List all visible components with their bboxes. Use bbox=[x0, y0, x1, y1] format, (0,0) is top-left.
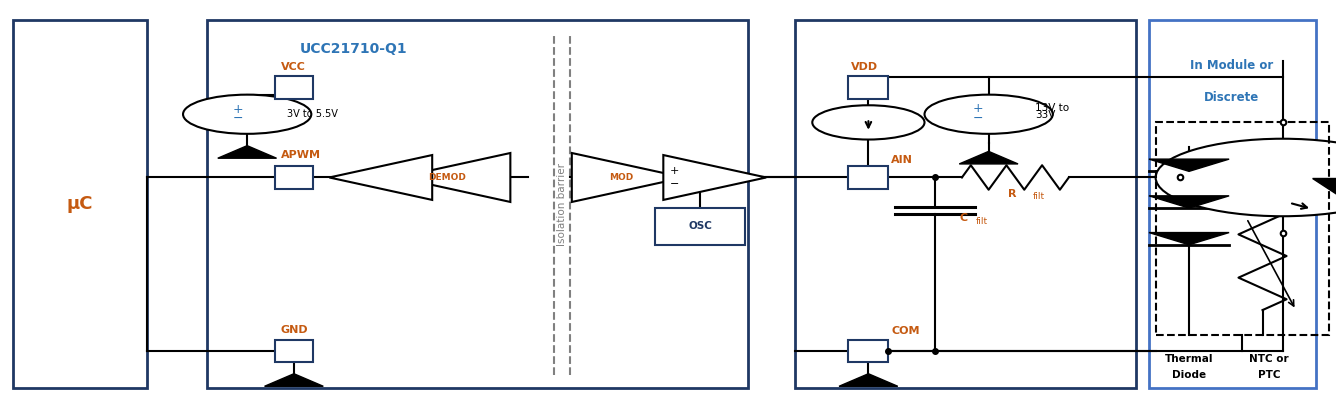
Bar bbox=[13, 20, 147, 388]
Polygon shape bbox=[329, 155, 432, 200]
Text: 3V to 5.5V: 3V to 5.5V bbox=[287, 109, 338, 119]
Text: VDD: VDD bbox=[851, 62, 878, 72]
Text: μC: μC bbox=[67, 195, 94, 213]
Polygon shape bbox=[572, 153, 684, 202]
Circle shape bbox=[183, 95, 311, 134]
Text: filt: filt bbox=[1033, 192, 1045, 201]
Polygon shape bbox=[959, 151, 1018, 164]
Bar bbox=[795, 20, 1136, 388]
Text: Diode: Diode bbox=[1172, 370, 1206, 380]
Text: Isolation barrier: Isolation barrier bbox=[557, 162, 568, 246]
Polygon shape bbox=[265, 374, 323, 386]
Bar bbox=[848, 166, 888, 188]
Text: COM: COM bbox=[891, 326, 919, 336]
Text: −: − bbox=[232, 112, 243, 125]
Bar bbox=[207, 20, 748, 388]
Polygon shape bbox=[663, 155, 767, 200]
Bar bbox=[275, 166, 313, 188]
Text: Discrete: Discrete bbox=[1204, 91, 1260, 104]
Text: DEMOD: DEMOD bbox=[429, 173, 466, 182]
Bar bbox=[848, 77, 888, 99]
Text: R: R bbox=[1009, 189, 1017, 199]
Bar bbox=[655, 208, 745, 245]
Text: +: + bbox=[669, 166, 680, 176]
Bar bbox=[848, 339, 888, 362]
Text: +: + bbox=[232, 103, 243, 116]
Circle shape bbox=[1156, 139, 1336, 216]
Text: filt: filt bbox=[975, 217, 987, 226]
Circle shape bbox=[812, 105, 925, 140]
Text: PTC: PTC bbox=[1259, 370, 1280, 380]
Text: Thermal: Thermal bbox=[1165, 354, 1213, 364]
Text: C: C bbox=[959, 213, 967, 223]
Text: +: + bbox=[973, 102, 983, 115]
Bar bbox=[1149, 20, 1316, 388]
Text: OSC: OSC bbox=[688, 222, 712, 231]
Polygon shape bbox=[1312, 179, 1336, 194]
Polygon shape bbox=[1149, 196, 1229, 208]
Polygon shape bbox=[398, 153, 510, 202]
Text: UCC21710-Q1: UCC21710-Q1 bbox=[301, 42, 407, 56]
Bar bbox=[275, 339, 313, 362]
Text: AIN: AIN bbox=[891, 155, 912, 165]
Text: NTC or: NTC or bbox=[1249, 354, 1289, 364]
Text: VCC: VCC bbox=[281, 62, 306, 72]
Text: −: − bbox=[669, 179, 680, 188]
Text: GND: GND bbox=[281, 326, 309, 335]
Polygon shape bbox=[1149, 233, 1229, 245]
Polygon shape bbox=[218, 146, 277, 158]
Text: MOD: MOD bbox=[609, 173, 633, 182]
Bar bbox=[1156, 122, 1329, 335]
Polygon shape bbox=[1149, 159, 1229, 171]
Circle shape bbox=[925, 95, 1053, 134]
Text: In Module or: In Module or bbox=[1190, 59, 1273, 72]
Polygon shape bbox=[839, 374, 898, 386]
Text: −: − bbox=[973, 112, 983, 125]
Text: 33V: 33V bbox=[1035, 110, 1055, 120]
Text: 13V to: 13V to bbox=[1035, 103, 1070, 113]
Bar bbox=[275, 77, 313, 99]
Text: APWM: APWM bbox=[281, 150, 321, 160]
